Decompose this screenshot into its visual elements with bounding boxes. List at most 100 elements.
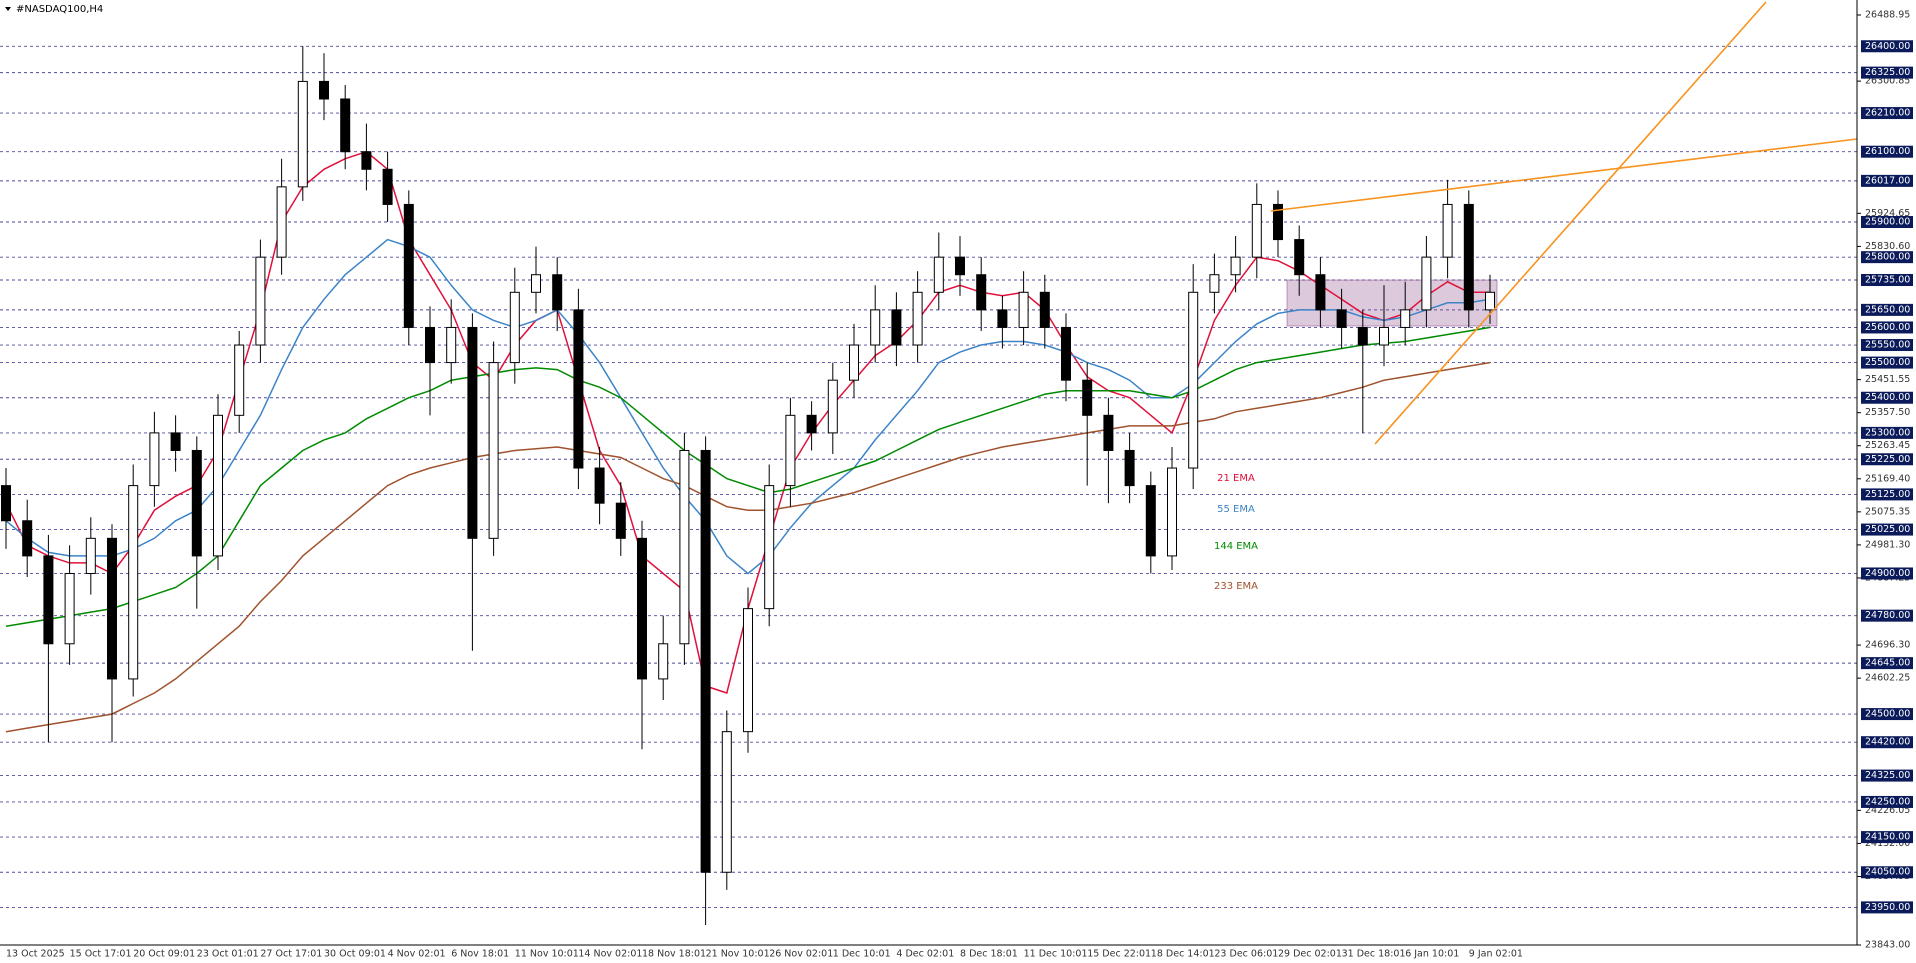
candle-body bbox=[933, 256, 944, 293]
level-label-bg bbox=[1861, 40, 1913, 53]
candle-body bbox=[827, 379, 838, 434]
candle-body bbox=[234, 344, 245, 416]
candle-body bbox=[1463, 203, 1474, 311]
x-tick-label: 4 Nov 02:01 bbox=[388, 949, 446, 960]
candle-body bbox=[1400, 309, 1411, 328]
candle-body bbox=[128, 485, 139, 680]
candle-body bbox=[1336, 309, 1347, 328]
candle-body bbox=[509, 291, 520, 364]
x-tick-label: 27 Oct 17:01 bbox=[260, 949, 322, 960]
candle-body bbox=[85, 537, 96, 574]
candle-body bbox=[1273, 203, 1283, 241]
level-label-bg bbox=[1861, 866, 1913, 879]
level-label: 24900.00 bbox=[1865, 568, 1910, 579]
candle-body bbox=[1251, 203, 1262, 258]
candle-body bbox=[912, 291, 923, 346]
candle-body bbox=[191, 449, 202, 557]
candle-body bbox=[1103, 414, 1114, 451]
level-label-bg bbox=[1861, 303, 1913, 316]
level-label-bg bbox=[1861, 321, 1913, 334]
x-tick-label: 21 Nov 10:01 bbox=[706, 949, 770, 960]
level-label: 24050.00 bbox=[1865, 867, 1910, 878]
level-label: 25300.00 bbox=[1865, 427, 1910, 438]
level-label: 25650.00 bbox=[1865, 304, 1910, 315]
level-label: 25600.00 bbox=[1865, 322, 1910, 333]
level-label-bg bbox=[1861, 453, 1913, 466]
x-tick-label: 23 Dec 06:01 bbox=[1214, 949, 1278, 960]
level-label-bg bbox=[1861, 66, 1913, 79]
candle-body bbox=[1442, 203, 1453, 258]
ema-lines: 21 EMA 55 EMA 144 EMA 233 EMA bbox=[5, 150, 1491, 733]
candle-body bbox=[1485, 291, 1495, 311]
candle-body bbox=[1294, 239, 1305, 276]
candle-body bbox=[870, 309, 881, 346]
candle-body bbox=[637, 537, 647, 680]
menu-arrow bbox=[5, 7, 11, 11]
x-tick-label: 18 Nov 18:01 bbox=[642, 949, 706, 960]
x-tick-label: 15 Oct 17:01 bbox=[70, 949, 132, 960]
level-label-bg bbox=[1861, 523, 1913, 536]
candle-body bbox=[1421, 256, 1432, 311]
level-label: 25735.00 bbox=[1865, 274, 1910, 285]
y-tick-label: 24226.05 bbox=[1865, 805, 1910, 816]
candle-body bbox=[425, 326, 435, 364]
candle-body bbox=[1018, 291, 1029, 328]
y-tick-label: 24132.00 bbox=[1865, 838, 1910, 849]
candle-body bbox=[1357, 326, 1368, 346]
candle-body bbox=[255, 256, 266, 346]
candle-body bbox=[149, 432, 160, 487]
candle-body bbox=[170, 432, 181, 451]
level-label-bg bbox=[1861, 174, 1913, 187]
candle-body bbox=[382, 168, 393, 205]
level-label-bg bbox=[1861, 391, 1913, 404]
y-tick-label: 25357.50 bbox=[1865, 407, 1910, 418]
y-tick-label: 25169.40 bbox=[1865, 473, 1910, 484]
candle-body bbox=[743, 608, 753, 733]
level-label-bg bbox=[1861, 273, 1913, 286]
trend-line-lower bbox=[1374, 1, 1767, 445]
level-label: 26325.00 bbox=[1865, 67, 1910, 78]
candles bbox=[1, 46, 1495, 925]
level-label-bg bbox=[1861, 795, 1913, 808]
level-label-bg bbox=[1861, 426, 1913, 439]
candle-body bbox=[1379, 326, 1389, 346]
candle-body bbox=[276, 186, 287, 258]
level-label-bg bbox=[1861, 901, 1913, 914]
x-tick-label: 23 Oct 01:01 bbox=[197, 949, 259, 960]
level-label-bg bbox=[1861, 708, 1913, 721]
level-label-bg bbox=[1861, 609, 1913, 622]
candle-body bbox=[806, 414, 817, 434]
level-label-bg bbox=[1861, 488, 1913, 501]
candle-body bbox=[976, 274, 987, 311]
level-label-bg bbox=[1861, 831, 1913, 844]
x-tick-label: 11 Dec 10:01 bbox=[1024, 949, 1088, 960]
level-label: 25025.00 bbox=[1865, 524, 1910, 535]
x-tick-label: 8 Dec 18:01 bbox=[960, 949, 1018, 960]
level-label: 24645.00 bbox=[1865, 658, 1910, 669]
legend-label: 21 EMA bbox=[1217, 473, 1255, 484]
candle-body bbox=[319, 80, 329, 100]
level-label: 24150.00 bbox=[1865, 832, 1910, 843]
candle-body bbox=[1082, 379, 1093, 416]
ema-line bbox=[5, 361, 1491, 733]
y-tick-label: 24602.25 bbox=[1865, 673, 1910, 684]
candle-body bbox=[297, 80, 308, 188]
candle-body bbox=[573, 309, 584, 469]
candle-body bbox=[213, 414, 223, 557]
y-tick-label: 24696.30 bbox=[1865, 640, 1910, 651]
y-tick-label: 25451.55 bbox=[1865, 374, 1910, 385]
level-label-bg bbox=[1861, 356, 1913, 369]
x-tick-label: 18 Dec 14:01 bbox=[1151, 949, 1215, 960]
y-tick-label: 25075.35 bbox=[1865, 506, 1910, 517]
candle-body bbox=[1039, 291, 1050, 328]
candle-body bbox=[361, 151, 372, 170]
candle-body bbox=[107, 537, 117, 680]
candle-body bbox=[1209, 274, 1220, 293]
candle-body bbox=[700, 449, 711, 873]
level-label: 26017.00 bbox=[1865, 175, 1910, 186]
x-tick-label: 11 Nov 10:01 bbox=[515, 949, 579, 960]
chart-title: #NASDAQ100,H4 bbox=[16, 4, 103, 15]
